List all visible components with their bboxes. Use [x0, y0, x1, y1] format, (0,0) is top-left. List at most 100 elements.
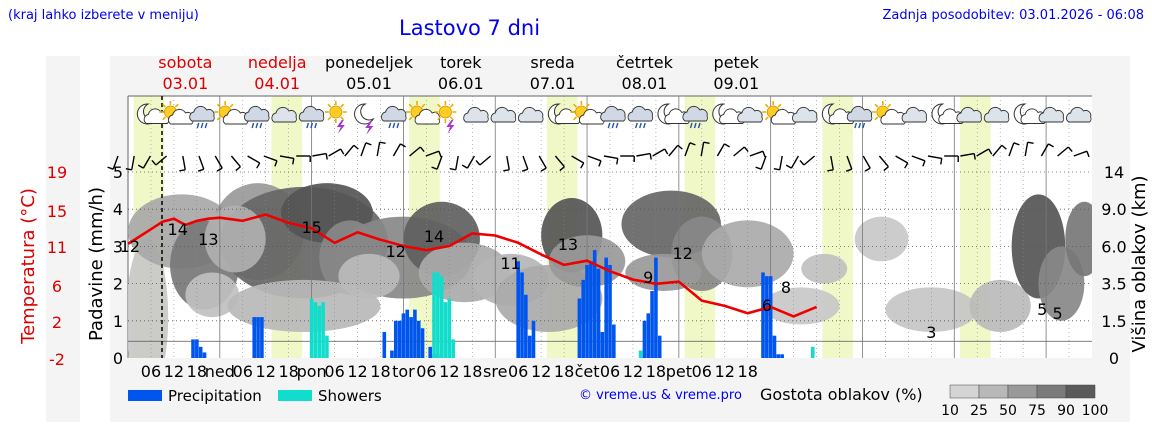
time-tick-label: 18	[187, 362, 207, 381]
weather-symbol	[821, 103, 855, 125]
wind-barb	[603, 155, 619, 165]
wind-barb-staff	[522, 155, 529, 170]
cloud-height-tick-label: 3.5	[1101, 275, 1126, 294]
precipitation-bar	[401, 313, 406, 358]
precip-tick-label: 4	[113, 200, 123, 219]
wind-barb-staff	[976, 148, 990, 157]
cloud-density-swatch	[1036, 384, 1067, 399]
wind-barb-flag	[664, 148, 669, 155]
wind-barb	[179, 155, 186, 172]
wind-barb	[263, 155, 278, 167]
wind-barb	[785, 155, 800, 169]
wind-barb-flag	[235, 166, 241, 172]
wind-barb-staff	[214, 155, 223, 169]
day-name: sobota	[158, 53, 212, 72]
sun-ray	[874, 116, 879, 121]
wind-barb-flag	[616, 158, 619, 165]
wind-barb-flag	[689, 142, 696, 146]
wind-barb-flag	[703, 141, 710, 144]
time-tick-label: 12	[164, 362, 184, 381]
rain-drop	[611, 122, 615, 129]
cloud-density-area	[128, 238, 169, 358]
rain-drop	[615, 122, 619, 129]
temperature-line	[127, 213, 818, 318]
wind-barb-staff	[198, 155, 205, 170]
time-tick-label: 06	[692, 362, 712, 381]
rain-drop	[392, 122, 396, 129]
cloud-density-area	[185, 272, 239, 318]
precipitation-bar	[428, 346, 433, 358]
temperature-label: 12	[386, 242, 406, 261]
time-tick-label: 06	[233, 362, 253, 381]
cloud-density-area	[969, 279, 1031, 332]
wind-barb	[125, 155, 135, 171]
wind-barb-flag	[1027, 141, 1034, 144]
temperature-label: 12	[673, 244, 693, 263]
time-tick-label: sre	[483, 362, 507, 381]
wind-barb-staff	[603, 155, 618, 160]
precipitation-bar	[409, 317, 413, 358]
weather-symbol	[846, 106, 873, 129]
wind-barb	[716, 143, 730, 157]
wind-barb	[230, 155, 241, 172]
precipitation-bar	[527, 335, 532, 358]
wind-barb-staff	[846, 155, 853, 170]
wind-barb-staff	[636, 152, 651, 157]
temperature-label: 9	[643, 268, 653, 287]
wind-barb-staff	[436, 155, 443, 170]
cloud-density-swatch	[1007, 384, 1038, 399]
credit-link[interactable]: © vreme.us & vreme.pro	[579, 388, 742, 403]
wind-barb	[878, 155, 889, 172]
wind-barb-flag	[827, 169, 834, 172]
precipitation-bar	[772, 335, 777, 358]
cloud-icon	[463, 107, 489, 123]
wind-barb-flag	[922, 160, 926, 167]
cloud-density-level: 90	[1057, 403, 1075, 419]
rain-drop	[697, 122, 701, 129]
temp-tick-label: 6	[52, 277, 62, 296]
precipitation-bar	[520, 272, 524, 358]
precipitation-bar	[608, 265, 612, 358]
time-tick-label: 18	[370, 362, 390, 381]
wind-barb	[652, 148, 669, 157]
location-hint: (kraj lahko izberete v meniju)	[8, 8, 199, 23]
cloud-density-level: 50	[999, 403, 1017, 419]
shower-bar	[439, 276, 444, 358]
wind-barb-flag	[649, 153, 652, 160]
wind-barb-flag	[1001, 144, 1007, 150]
time-tick-label: 06	[324, 362, 344, 381]
rain-drop	[635, 122, 638, 129]
wind-barb-flag	[743, 146, 749, 153]
wind-barb	[700, 141, 710, 157]
precip-tick-label: 3	[113, 237, 123, 256]
wind-barb-staff	[312, 152, 327, 157]
temp-tick-label: 19	[47, 163, 67, 182]
cloud-icon	[600, 106, 626, 122]
precipitation-bar	[260, 317, 264, 358]
wind-barb	[827, 155, 834, 172]
wind-barb-flag	[216, 167, 223, 172]
wind-barb	[538, 155, 547, 172]
shower-bar	[321, 302, 325, 358]
temp-axis-title: Temperatura (°C)	[18, 188, 39, 345]
time-tick-label: tor	[392, 362, 415, 381]
wind-barb-flag	[845, 168, 853, 172]
time-tick-label: 12	[439, 362, 459, 381]
wind-barb-staff	[455, 155, 459, 170]
rain-drop	[314, 122, 318, 129]
wind-barb	[571, 155, 585, 169]
temp-tick-label: 2	[52, 313, 62, 332]
wind-barb	[425, 150, 442, 158]
weather-symbol	[381, 106, 407, 129]
wind-barb-flag	[521, 168, 529, 172]
precip-tick-label: 0	[113, 349, 123, 368]
wind-barb	[587, 155, 602, 167]
sun-ray	[327, 103, 332, 108]
cloud-icon	[1066, 107, 1092, 123]
wind-barb-staff	[466, 155, 476, 169]
shower-bar	[447, 298, 452, 358]
precipitation-bar	[604, 257, 608, 358]
precipitation-bar	[390, 350, 394, 358]
wind-barb-flag	[973, 153, 976, 160]
cloud-icon	[518, 107, 544, 123]
